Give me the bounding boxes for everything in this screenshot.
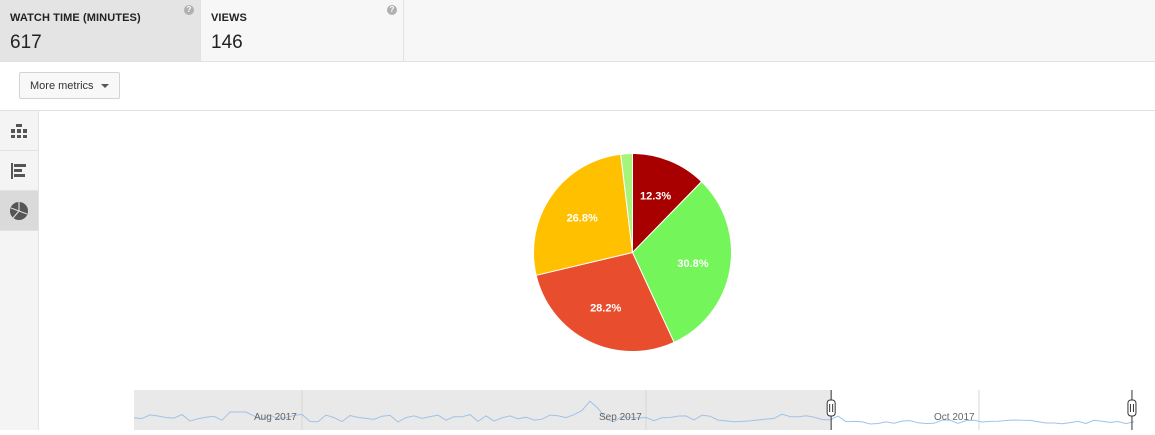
pie-slice-label: 30.8% xyxy=(677,258,708,270)
pie-slice[interactable] xyxy=(533,153,634,276)
timeline-svg xyxy=(133,390,1140,430)
table-view-button[interactable] xyxy=(0,111,38,151)
timeline-drag-handle[interactable] xyxy=(826,399,836,417)
metric-label: VIEWS xyxy=(211,12,247,24)
timeline-unselected-region xyxy=(134,390,832,430)
timeline-sparkline xyxy=(133,400,1135,425)
more-metrics-label: More metrics xyxy=(30,79,94,92)
pie-chart-svg: 12.3% 30.8% 28.2% 26.8% xyxy=(533,152,732,352)
bar-chart-view-icon xyxy=(11,162,26,179)
pie-chart-view-button[interactable] xyxy=(0,191,38,231)
pie-slice[interactable] xyxy=(620,152,633,253)
caret-down-icon xyxy=(100,83,109,88)
pie-slice[interactable] xyxy=(631,180,732,344)
chart-type-rail xyxy=(0,111,39,430)
metric-label: WATCH TIME (MINUTES) xyxy=(10,12,141,24)
metric-value: 617 xyxy=(10,32,42,53)
timeline-month-label: Aug 2017 xyxy=(254,412,297,423)
timeline-drag-handle[interactable] xyxy=(1127,399,1137,417)
timeline-month-label: Oct 2017 xyxy=(934,412,975,423)
pie-chart-view-icon xyxy=(10,201,28,220)
timeline-selected-region xyxy=(831,390,1140,430)
help-icon[interactable]: ? xyxy=(387,5,397,15)
table-view-icon xyxy=(11,123,27,138)
pie-slice-label: 28.2% xyxy=(590,303,621,315)
timeline-month-label: Sep 2017 xyxy=(599,412,642,423)
toolbar: More metrics xyxy=(0,62,1155,111)
pie-slice-label: 12.3% xyxy=(640,191,671,203)
metric-card-views[interactable]: VIEWS 146 ? xyxy=(201,0,404,61)
bar-chart-view-button[interactable] xyxy=(0,151,38,191)
metrics-bar: WATCH TIME (MINUTES) 617 ? VIEWS 146 ? xyxy=(0,0,1155,62)
help-icon[interactable]: ? xyxy=(184,5,194,15)
pie-slice[interactable] xyxy=(535,251,675,352)
metric-card-watch-time[interactable]: WATCH TIME (MINUTES) 617 ? xyxy=(0,0,201,61)
metric-value: 146 xyxy=(211,32,243,53)
pie-slice[interactable] xyxy=(632,152,703,254)
pie-slice-label: 26.8% xyxy=(567,212,598,224)
pie-chart: 12.3% 30.8% 28.2% 26.8% xyxy=(530,150,735,355)
more-metrics-button[interactable]: More metrics xyxy=(19,72,120,99)
timeline-navigator[interactable]: Aug 2017 Sep 2017 Oct 2017 xyxy=(133,390,1140,430)
